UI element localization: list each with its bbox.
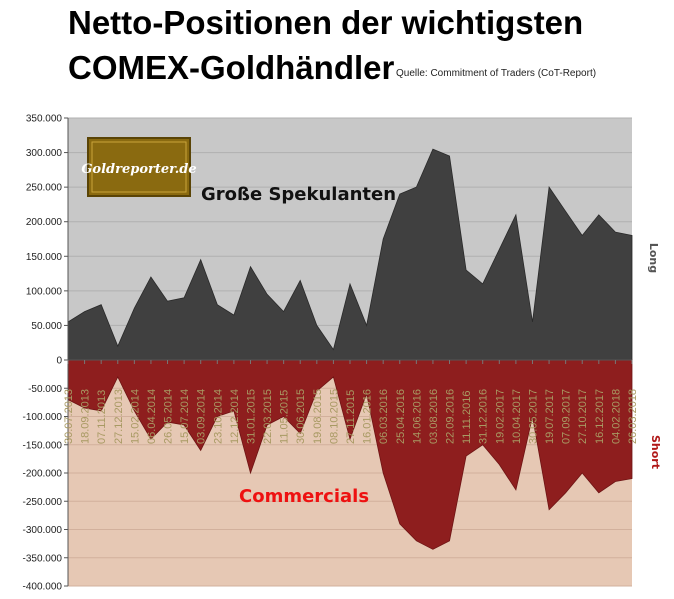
y-tick-label-9: -100.000 [23,412,63,423]
x-tick-label-9: 23.10.2014 [212,389,224,444]
x-tick-label-22: 03.08.2016 [428,389,440,444]
title-line-2: COMEX-Goldhändler [68,49,395,86]
y-tick-label-12: -250.000 [23,497,63,508]
x-tick-label-34: 26.03.2018 [627,389,639,444]
label-speculators: Große Spekulanten [201,184,396,205]
y-tick-label-8: -50.000 [28,384,62,395]
goldreporter-logo: Goldreporter.de [81,137,197,197]
x-tick-label-28: 30.05.2017 [528,389,540,444]
y-tick-label-13: -300.000 [23,525,63,536]
x-tick-label-11: 31.01.2015 [246,389,258,444]
y-tick-label-0: 350.000 [26,114,63,125]
x-tick-label-10: 12.12.2014 [229,389,241,444]
x-tick-label-12: 22.03.2015 [262,389,274,444]
x-tick-label-30: 07.09.2017 [561,389,573,444]
series-commercials-area [67,359,633,550]
x-tick-label-25: 31.12.2016 [478,389,490,444]
x-tick-label-16: 08.10.2015 [328,389,340,444]
title-line-1: Netto-Positionen der wichtigsten [68,4,584,41]
x-tick-label-6: 26.05.2014 [163,389,175,444]
y-axis: 350.000 300.000 250.000 200.000 150.000 100.0… [23,114,632,593]
series-speculators-area [67,148,633,361]
x-tick-label-21: 14.06.2016 [411,389,423,444]
y-tick-label-7: 0 [56,356,62,367]
x-tick-label-13: 11.05.2015 [279,390,291,444]
x-tick-label-32: 16.12.2017 [594,389,606,444]
short-side-label: Short [649,435,662,469]
y-tick-label-1: 300.000 [26,148,63,159]
x-axis: 30.07.2013 18.09.2013 07.11.2013 27.12.2013… [63,360,639,444]
long-side-label: Long [647,243,660,273]
y-tick-label-11: -200.000 [23,469,63,480]
x-tick-label-20: 25.04.2016 [395,389,407,444]
short-panel [67,359,633,587]
x-tick-label-3: 27.12.2013 [113,389,125,444]
x-tick-label-8: 03.09.2014 [196,389,208,444]
x-tick-label-26: 19.02.2017 [494,389,506,444]
x-tick-label-18: 16.01.2016 [362,389,374,444]
y-tick-label-4: 150.000 [26,252,63,263]
x-tick-label-7: 15.07.2014 [179,389,191,444]
y-tick-label-3: 200.000 [26,217,63,228]
x-tick-label-19: 06.03.2016 [378,389,390,444]
x-tick-label-2: 07.11.2013 [96,390,108,444]
x-tick-label-5: 06.04.2014 [146,389,158,444]
x-tick-label-0: 30.07.2013 [63,389,75,444]
y-tick-label-6: 50.000 [31,321,62,332]
y-tick-label-10: -150.000 [23,440,63,451]
y-tick-label-2: 250.000 [26,183,63,194]
x-tick-label-1: 18.09.2013 [80,389,92,444]
x-tick-label-17: 27.11.2015 [345,390,357,444]
x-tick-label-27: 10.04.2017 [511,389,523,444]
x-tick-label-4: 15.02.2014 [129,389,141,444]
y-tick-label-5: 100.000 [26,286,63,297]
y-tick-label-14: -350.000 [23,553,63,564]
label-commercials: Commercials [239,486,369,507]
source-note: Quelle: Commitment of Traders (CoT-Repor… [396,68,597,79]
x-tick-label-33: 04.02.2018 [610,389,622,444]
x-tick-label-24: 11.11.2016 [461,391,473,444]
x-tick-label-23: 22.09.2016 [445,389,457,444]
x-tick-label-15: 19.08.2015 [312,389,324,444]
x-tick-label-14: 30.06.2015 [295,389,307,444]
x-tick-label-31: 27.10.2017 [577,389,589,444]
x-tick-label-29: 19.07.2017 [544,389,556,444]
logo-text: Goldreporter.de [81,162,196,177]
y-tick-label-15: -400.000 [23,582,63,593]
